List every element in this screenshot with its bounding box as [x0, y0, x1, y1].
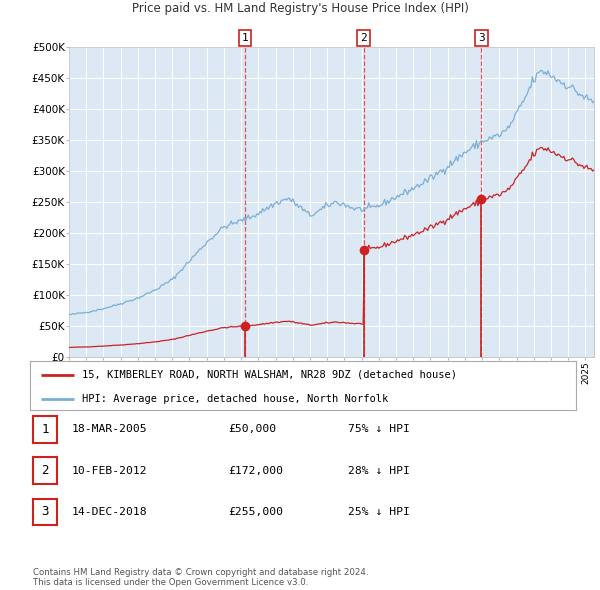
Text: 14-DEC-2018: 14-DEC-2018	[72, 507, 148, 517]
Text: 28% ↓ HPI: 28% ↓ HPI	[348, 466, 410, 476]
Text: 2: 2	[360, 33, 367, 43]
Text: 10-FEB-2012: 10-FEB-2012	[72, 466, 148, 476]
Text: 1: 1	[241, 33, 248, 43]
Text: 1: 1	[41, 422, 49, 436]
Text: £172,000: £172,000	[228, 466, 283, 476]
Text: 18-MAR-2005: 18-MAR-2005	[72, 424, 148, 434]
Text: £255,000: £255,000	[228, 507, 283, 517]
Text: 15, KIMBERLEY ROAD, NORTH WALSHAM, NR28 9DZ: 15, KIMBERLEY ROAD, NORTH WALSHAM, NR28 …	[120, 0, 480, 1]
Text: 15, KIMBERLEY ROAD, NORTH WALSHAM, NR28 9DZ (detached house): 15, KIMBERLEY ROAD, NORTH WALSHAM, NR28 …	[82, 370, 457, 380]
Text: 75% ↓ HPI: 75% ↓ HPI	[348, 424, 410, 434]
Text: £50,000: £50,000	[228, 424, 276, 434]
Text: 3: 3	[41, 505, 49, 519]
Text: HPI: Average price, detached house, North Norfolk: HPI: Average price, detached house, Nort…	[82, 394, 388, 404]
Text: 25% ↓ HPI: 25% ↓ HPI	[348, 507, 410, 517]
Text: Price paid vs. HM Land Registry's House Price Index (HPI): Price paid vs. HM Land Registry's House …	[131, 2, 469, 15]
Text: 3: 3	[478, 33, 485, 43]
Text: Contains HM Land Registry data © Crown copyright and database right 2024.
This d: Contains HM Land Registry data © Crown c…	[33, 568, 368, 587]
Text: 2: 2	[41, 464, 49, 477]
